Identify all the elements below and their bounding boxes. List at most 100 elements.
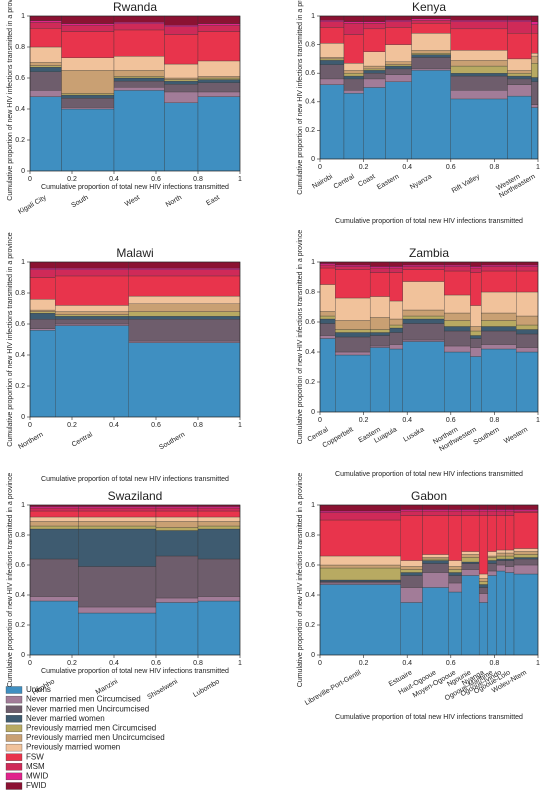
segment xyxy=(197,596,241,602)
x-tick-label: 1 xyxy=(238,422,242,429)
segment xyxy=(385,44,412,62)
segment xyxy=(505,549,515,554)
segment xyxy=(507,20,532,22)
legend-label: MSM xyxy=(26,762,45,771)
y-tick-label: 1 xyxy=(311,13,315,20)
segment xyxy=(128,269,241,277)
segment xyxy=(29,277,56,300)
segment xyxy=(448,515,462,561)
segment xyxy=(422,504,449,510)
segment xyxy=(478,573,489,579)
segment xyxy=(470,261,482,267)
segment xyxy=(478,584,489,588)
segment xyxy=(422,563,449,573)
y-tick-label: 0.6 xyxy=(15,75,25,82)
segment xyxy=(531,21,539,25)
segment xyxy=(385,27,412,45)
segment xyxy=(319,338,336,413)
segment xyxy=(513,504,539,510)
segment xyxy=(78,516,157,522)
segment xyxy=(319,555,401,566)
chart-title: Zambia xyxy=(409,246,449,260)
x-tick-label: 0.8 xyxy=(490,660,500,667)
segment xyxy=(319,15,345,21)
segment xyxy=(319,263,336,266)
y-tick-label: 1 xyxy=(311,259,315,266)
segment xyxy=(319,564,401,569)
segment xyxy=(513,554,539,558)
segment xyxy=(369,272,390,297)
legend-label: Unions xyxy=(26,685,51,694)
legend-swatch xyxy=(5,743,23,752)
segment xyxy=(505,572,515,656)
segment xyxy=(400,602,423,656)
chart-title: Kenya xyxy=(412,0,446,14)
segment xyxy=(470,330,482,336)
segment xyxy=(400,509,423,512)
segment xyxy=(155,555,199,599)
segment xyxy=(55,261,129,269)
segment xyxy=(470,326,482,332)
segment xyxy=(444,351,471,413)
segment xyxy=(513,510,539,513)
segment xyxy=(389,348,403,413)
segment xyxy=(411,22,451,34)
category-label: Coast xyxy=(357,173,376,188)
segment xyxy=(29,507,79,512)
segment xyxy=(113,15,165,23)
segment xyxy=(444,261,471,266)
category-label: Nairobi xyxy=(311,173,334,190)
segment xyxy=(29,600,79,656)
segment xyxy=(61,108,115,172)
segment xyxy=(55,319,129,325)
segment xyxy=(470,335,482,339)
segment xyxy=(400,587,423,603)
segment xyxy=(369,267,390,273)
segment xyxy=(411,70,451,160)
x-tick-label: 0 xyxy=(318,164,322,171)
segment xyxy=(164,84,199,93)
segment xyxy=(29,309,56,312)
category-label: North xyxy=(165,194,183,209)
y-axis-label: Cumulative proportion of new HIV infecti… xyxy=(297,473,304,687)
segment xyxy=(411,53,451,55)
segment xyxy=(197,77,241,80)
segment xyxy=(402,318,445,324)
segment xyxy=(411,68,451,71)
segment xyxy=(516,291,539,317)
segment xyxy=(113,29,165,57)
segment xyxy=(29,596,79,602)
segment xyxy=(450,73,508,77)
segment xyxy=(402,266,445,270)
y-tick-label: 0.8 xyxy=(15,532,25,539)
chart-title: Rwanda xyxy=(113,0,157,14)
x-axis-label: Cumulative proportion of total new HIV i… xyxy=(335,218,523,225)
segment xyxy=(343,90,364,94)
x-tick-label: 0.2 xyxy=(359,164,369,171)
segment xyxy=(319,512,401,521)
segment xyxy=(61,107,115,110)
segment xyxy=(470,272,482,306)
category-label: Northern xyxy=(17,431,44,451)
segment xyxy=(470,347,482,357)
segment xyxy=(450,60,508,67)
legend-label: FSW xyxy=(26,752,44,761)
segment xyxy=(29,46,62,63)
x-tick-label: 0.2 xyxy=(67,422,77,429)
segment xyxy=(496,560,506,566)
segment xyxy=(385,74,412,82)
segment xyxy=(78,525,157,530)
legend-swatch xyxy=(5,715,23,723)
category-label: Rift Valley xyxy=(451,173,482,195)
segment xyxy=(505,555,515,560)
segment xyxy=(422,560,449,564)
segment xyxy=(369,335,390,347)
segment xyxy=(363,65,386,70)
segment xyxy=(78,507,157,512)
x-tick-label: 0.8 xyxy=(193,660,203,667)
segment xyxy=(496,552,506,557)
y-tick-label: 1 xyxy=(311,502,315,509)
y-tick-label: 0 xyxy=(21,168,25,175)
segment xyxy=(448,572,462,576)
segment xyxy=(29,90,62,97)
